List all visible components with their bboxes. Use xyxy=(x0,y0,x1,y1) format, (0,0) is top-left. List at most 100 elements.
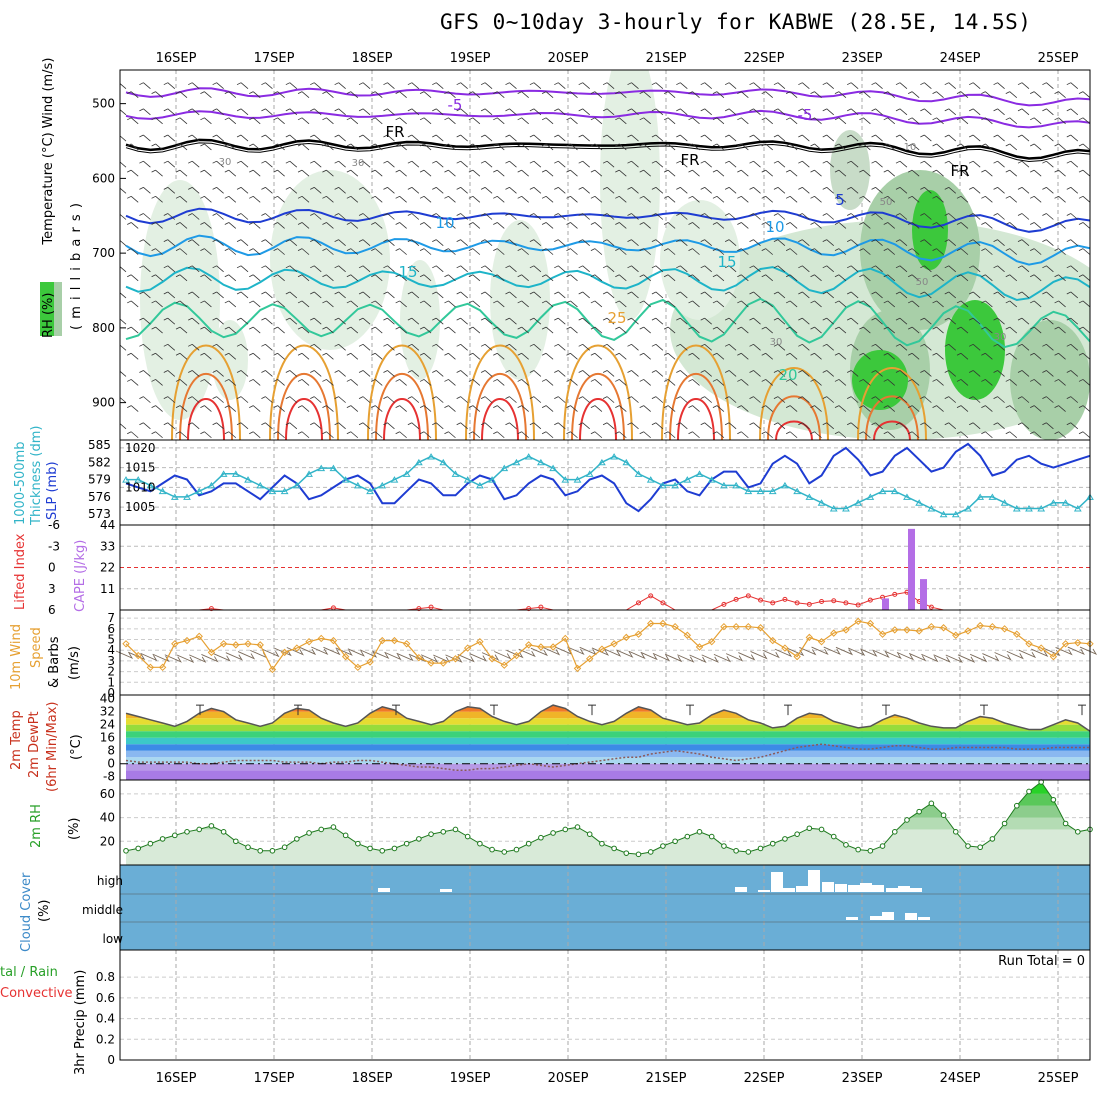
wind-barb xyxy=(1017,422,1030,430)
date-label-top: 18SEP xyxy=(352,51,393,66)
cloud-unit-label: (%) xyxy=(37,900,52,923)
wind-barb xyxy=(712,379,725,386)
wind-barb xyxy=(676,343,688,351)
rh-marker xyxy=(611,845,617,852)
wind-barb xyxy=(200,195,212,203)
thickness-marker xyxy=(768,487,777,495)
wind-barb xyxy=(224,91,237,98)
wind-barb xyxy=(932,431,944,439)
wind-barb xyxy=(273,352,285,360)
wind-barb xyxy=(151,352,163,360)
warm-contour xyxy=(563,344,633,440)
wind-barb xyxy=(188,239,200,246)
wind-barb xyxy=(493,300,505,308)
wind-speed-marker xyxy=(805,633,814,642)
wind-barb xyxy=(322,405,334,412)
wind-barb xyxy=(712,405,725,412)
wind-barb xyxy=(346,248,359,255)
wind-barb xyxy=(676,265,688,273)
wind-barb xyxy=(456,396,468,403)
wind-barb xyxy=(688,379,700,386)
wind-barb xyxy=(1054,143,1066,151)
wind-barb xyxy=(1066,317,1079,325)
wind-barb xyxy=(846,108,859,116)
wind-barb xyxy=(981,143,993,151)
wind-barb xyxy=(358,239,371,246)
wind-barb xyxy=(542,647,561,656)
wind-speed-marker xyxy=(451,655,460,663)
wind-barb xyxy=(664,653,683,663)
thickness-marker xyxy=(561,476,570,483)
wind-barb xyxy=(310,370,322,377)
wind-barb xyxy=(517,222,529,229)
wind-barb xyxy=(358,291,371,299)
wind-barb xyxy=(468,274,481,282)
wind-barb xyxy=(358,370,371,377)
wind-speed-marker xyxy=(647,619,655,628)
wind-barb xyxy=(1054,248,1066,255)
wind-barb xyxy=(895,422,908,430)
wind-barb xyxy=(432,317,444,325)
wind-barb xyxy=(761,143,773,151)
wind-barb xyxy=(236,108,249,116)
wind-barb xyxy=(310,108,322,116)
wind-label: Wind (m/s) xyxy=(41,58,56,129)
wind-barb xyxy=(859,431,871,439)
wind-barb xyxy=(883,431,896,439)
wind-barb xyxy=(944,213,957,220)
wind-barb xyxy=(444,143,456,151)
wind-barb xyxy=(224,405,237,412)
wind-barb xyxy=(1030,248,1042,255)
wind-barb xyxy=(200,300,212,308)
wind-barb xyxy=(932,222,944,229)
wind-barb xyxy=(602,239,615,246)
wind-barb xyxy=(517,326,529,334)
wind-barb xyxy=(419,169,432,177)
wind-speed-marker xyxy=(573,664,582,673)
wind-barb xyxy=(700,239,712,246)
wind-barb xyxy=(872,649,890,658)
wind-barb xyxy=(1067,646,1085,656)
wind-barb xyxy=(761,300,773,308)
wind-barb xyxy=(249,300,261,308)
wind-barb xyxy=(212,422,224,430)
wind-barb xyxy=(541,195,554,203)
wind-barb xyxy=(285,213,298,220)
rh-blob xyxy=(1010,320,1090,440)
thickness-marker xyxy=(378,481,387,489)
wind-barb xyxy=(627,422,639,430)
thickness-marker xyxy=(964,504,972,512)
wind-barb xyxy=(590,274,603,282)
wind-barb xyxy=(383,134,395,142)
wind-barb xyxy=(261,370,273,377)
wind-barb xyxy=(163,186,176,194)
rh-marker xyxy=(269,847,276,854)
wind-barb xyxy=(907,143,920,151)
wind-barb xyxy=(419,326,432,334)
wind-barb xyxy=(395,379,407,386)
wind-barb xyxy=(175,143,188,151)
wind-barb xyxy=(639,195,651,203)
wind-barb xyxy=(749,396,761,403)
wind-barb xyxy=(517,352,529,360)
wind-barb xyxy=(505,265,517,273)
wind-barb xyxy=(712,248,725,255)
wind-barb xyxy=(347,648,365,657)
wind-barb xyxy=(236,265,249,273)
wind-barb xyxy=(810,117,822,125)
wind-speed-marker xyxy=(183,636,191,645)
wind-barb xyxy=(578,108,590,116)
wind-barb xyxy=(810,222,822,229)
wind-barb xyxy=(578,343,590,351)
wind-barb xyxy=(1042,343,1054,351)
minmax-bar xyxy=(392,704,400,716)
wind-barb xyxy=(127,274,139,282)
wind-barb xyxy=(554,108,566,116)
wind-speed-marker xyxy=(708,637,716,646)
wind-barb xyxy=(334,82,346,89)
wind-barb xyxy=(529,239,542,246)
wind-barb xyxy=(895,239,908,246)
wind-barb xyxy=(1030,326,1042,334)
wind-barb xyxy=(1005,91,1018,98)
thickness-marker xyxy=(244,476,252,483)
